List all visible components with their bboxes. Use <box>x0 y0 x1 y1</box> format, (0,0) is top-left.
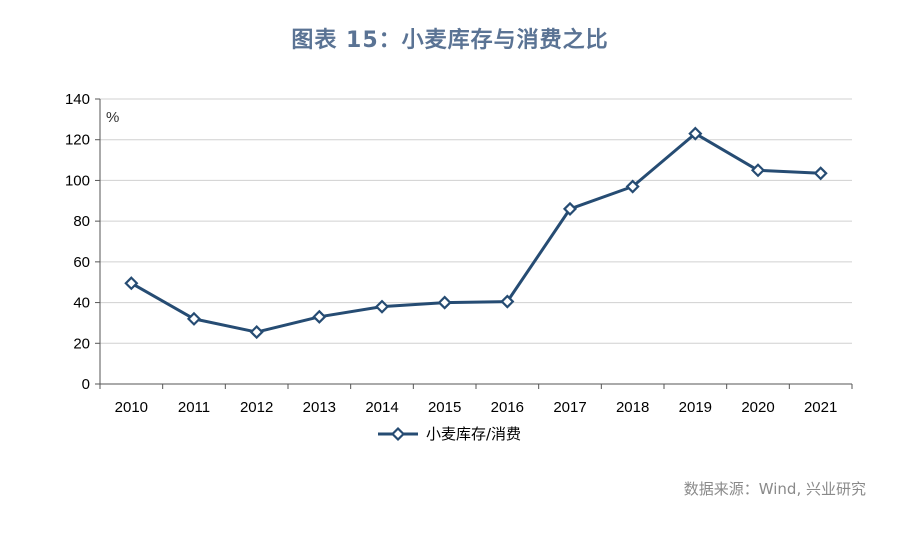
data-point <box>500 294 515 309</box>
x-tick-label: 2013 <box>303 399 336 416</box>
x-tick-label: 2012 <box>240 399 273 416</box>
y-axis-unit: % <box>106 109 119 126</box>
x-tick-label: 2018 <box>616 399 649 416</box>
data-point <box>625 179 640 194</box>
series <box>124 126 828 340</box>
x-tick-label: 2020 <box>741 399 774 416</box>
legend: 小麦库存/消费 <box>378 425 521 443</box>
chart-title: 图表 15：小麦库存与消费之比 <box>291 28 609 53</box>
data-point <box>186 311 202 326</box>
x-axis-ticks: 2010 2011 2012 2013 2014 2015 2016 2017 2018 2019… <box>99 384 853 416</box>
series-line <box>130 132 821 334</box>
y-tick-label: 100 <box>65 172 90 189</box>
data-point <box>312 309 327 324</box>
source-note: 数据来源：Wind, 兴业研究 <box>683 480 866 498</box>
legend-marker <box>390 426 406 442</box>
x-tick-label: 2010 <box>115 399 148 416</box>
y-tick-label: 0 <box>82 376 90 393</box>
data-point <box>750 163 766 178</box>
y-tick-label: 20 <box>73 335 90 352</box>
gridlines <box>100 98 852 344</box>
x-tick-label: 2014 <box>365 399 398 416</box>
y-tick-label: 60 <box>73 254 90 271</box>
x-tick-label: 2015 <box>428 399 461 416</box>
data-point <box>124 276 139 291</box>
data-point <box>374 299 390 314</box>
y-axis-ticks: 0 20 40 60 80 100 120 140 <box>65 91 100 393</box>
y-tick-label: 140 <box>65 91 90 108</box>
x-tick-label: 2017 <box>553 399 586 416</box>
y-tick-label: 80 <box>73 213 90 230</box>
x-tick-label: 2011 <box>178 399 210 416</box>
data-point <box>813 166 828 181</box>
x-tick-label: 2016 <box>491 399 524 416</box>
x-tick-label: 2019 <box>679 399 712 416</box>
data-point <box>688 126 703 141</box>
data-point <box>249 325 264 340</box>
data-point <box>562 201 578 216</box>
x-tick-label: 2021 <box>804 399 837 416</box>
legend-label: 小麦库存/消费 <box>426 425 521 443</box>
axes <box>99 99 852 385</box>
y-tick-label: 120 <box>65 132 90 149</box>
data-point <box>437 295 452 310</box>
y-tick-label: 40 <box>73 295 90 312</box>
